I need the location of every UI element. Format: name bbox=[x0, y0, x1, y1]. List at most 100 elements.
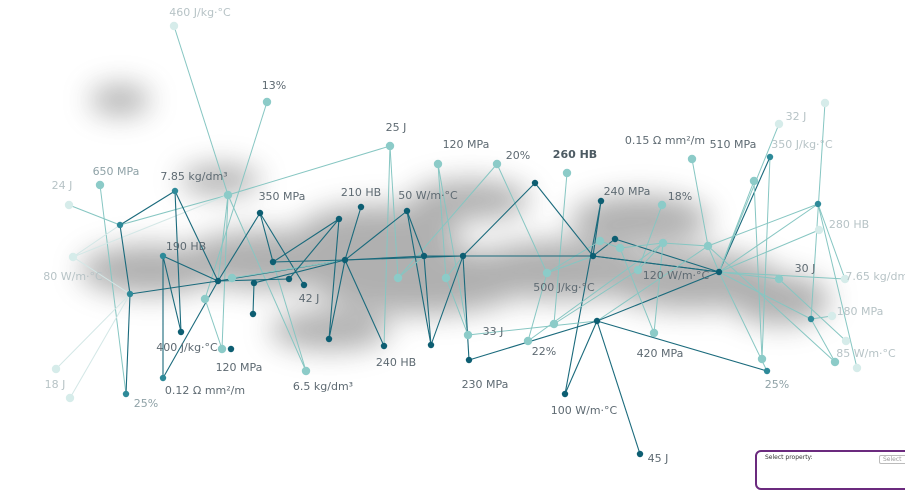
junction-node[interactable] bbox=[595, 236, 605, 246]
property-node[interactable] bbox=[95, 180, 105, 190]
junction-node[interactable] bbox=[658, 238, 668, 248]
junction-node[interactable] bbox=[589, 252, 597, 260]
junction-node[interactable] bbox=[459, 252, 467, 260]
network-edge bbox=[810, 102, 826, 320]
property-node[interactable] bbox=[169, 21, 179, 31]
junction-node[interactable] bbox=[325, 335, 333, 343]
property-node[interactable] bbox=[403, 207, 411, 215]
property-node[interactable] bbox=[820, 98, 830, 108]
network-edge bbox=[467, 320, 598, 336]
property-node[interactable] bbox=[68, 252, 78, 262]
property-node-label: 85 W/m·°C bbox=[836, 347, 896, 360]
property-node[interactable] bbox=[774, 119, 784, 129]
junction-node[interactable] bbox=[427, 341, 435, 349]
network-edge bbox=[817, 203, 858, 369]
junction-node[interactable] bbox=[126, 290, 134, 298]
property-node[interactable] bbox=[159, 252, 167, 260]
shadow-layer bbox=[80, 85, 830, 350]
property-node[interactable] bbox=[715, 268, 723, 276]
property-node[interactable] bbox=[687, 154, 697, 164]
property-node[interactable] bbox=[814, 225, 824, 235]
property-node[interactable] bbox=[542, 268, 552, 278]
junction-node[interactable] bbox=[441, 273, 451, 283]
property-node[interactable] bbox=[385, 141, 395, 151]
junction-node[interactable] bbox=[830, 357, 840, 367]
junction-node[interactable] bbox=[633, 265, 643, 275]
property-node[interactable] bbox=[766, 153, 774, 161]
property-node[interactable] bbox=[561, 390, 569, 398]
property-node-label: 18 J bbox=[45, 378, 66, 391]
junction-node[interactable] bbox=[749, 176, 759, 186]
junction-node[interactable] bbox=[171, 187, 179, 195]
junction-node[interactable] bbox=[615, 243, 625, 253]
property-node[interactable] bbox=[300, 281, 308, 289]
network-edge bbox=[406, 210, 432, 346]
junction-node[interactable] bbox=[116, 221, 124, 229]
property-node-label: 400 J/kg·°C bbox=[156, 341, 218, 354]
property-node[interactable] bbox=[774, 274, 784, 284]
property-node[interactable] bbox=[492, 159, 502, 169]
property-node[interactable] bbox=[657, 200, 667, 210]
property-node[interactable] bbox=[256, 209, 264, 217]
property-node[interactable] bbox=[636, 450, 644, 458]
junction-node[interactable] bbox=[807, 315, 815, 323]
property-node[interactable] bbox=[227, 345, 235, 353]
junction-node[interactable] bbox=[335, 215, 343, 223]
property-node[interactable] bbox=[465, 356, 473, 364]
network-edge bbox=[397, 255, 425, 279]
network-edge bbox=[272, 218, 340, 263]
junction-node[interactable] bbox=[420, 252, 428, 260]
property-node[interactable] bbox=[301, 366, 311, 376]
property-node[interactable] bbox=[51, 364, 61, 374]
property-node[interactable] bbox=[122, 390, 130, 398]
junction-node[interactable] bbox=[227, 273, 237, 283]
property-node-label: 80 W/m·°C bbox=[43, 270, 103, 283]
junction-node[interactable] bbox=[177, 328, 185, 336]
network-edge bbox=[564, 320, 598, 395]
junction-node[interactable] bbox=[341, 256, 349, 264]
property-node[interactable] bbox=[380, 342, 388, 350]
junction-node[interactable] bbox=[757, 354, 767, 364]
property-node-label: 42 J bbox=[299, 292, 320, 305]
junction-node[interactable] bbox=[200, 294, 210, 304]
junction-node[interactable] bbox=[269, 258, 277, 266]
junction-node[interactable] bbox=[393, 273, 403, 283]
network-edge bbox=[423, 255, 432, 346]
junction-node[interactable] bbox=[249, 310, 257, 318]
junction-node[interactable] bbox=[703, 241, 713, 251]
property-node[interactable] bbox=[523, 336, 533, 346]
junction-node[interactable] bbox=[65, 393, 75, 403]
junction-node[interactable] bbox=[214, 277, 222, 285]
property-node[interactable] bbox=[262, 97, 272, 107]
property-node[interactable] bbox=[357, 203, 365, 211]
junction-node[interactable] bbox=[285, 275, 293, 283]
network-edge bbox=[344, 210, 408, 261]
junction-node[interactable] bbox=[611, 235, 619, 243]
property-node[interactable] bbox=[217, 344, 227, 354]
junction-node[interactable] bbox=[841, 336, 851, 346]
property-node[interactable] bbox=[433, 159, 443, 169]
property-node[interactable] bbox=[827, 311, 837, 321]
network-edge bbox=[718, 271, 812, 320]
network-edge bbox=[817, 203, 846, 280]
property-node[interactable] bbox=[649, 328, 659, 338]
property-node[interactable] bbox=[852, 363, 862, 373]
junction-node[interactable] bbox=[814, 200, 822, 208]
property-node[interactable] bbox=[159, 374, 167, 382]
property-node[interactable] bbox=[597, 197, 605, 205]
network-edge bbox=[55, 293, 131, 370]
junction-node[interactable] bbox=[549, 319, 559, 329]
property-select-dropdown[interactable]: Select bbox=[879, 455, 905, 464]
junction-node[interactable] bbox=[593, 317, 601, 325]
network-edge bbox=[253, 259, 346, 284]
property-node[interactable] bbox=[840, 274, 850, 284]
property-node[interactable] bbox=[763, 367, 771, 375]
property-node[interactable] bbox=[463, 330, 473, 340]
property-node[interactable] bbox=[64, 200, 74, 210]
junction-node[interactable] bbox=[250, 279, 258, 287]
property-node[interactable] bbox=[223, 190, 233, 200]
network-edge bbox=[592, 238, 616, 257]
junction-node[interactable] bbox=[531, 179, 539, 187]
node-layer bbox=[51, 21, 862, 458]
property-node[interactable] bbox=[562, 168, 572, 178]
